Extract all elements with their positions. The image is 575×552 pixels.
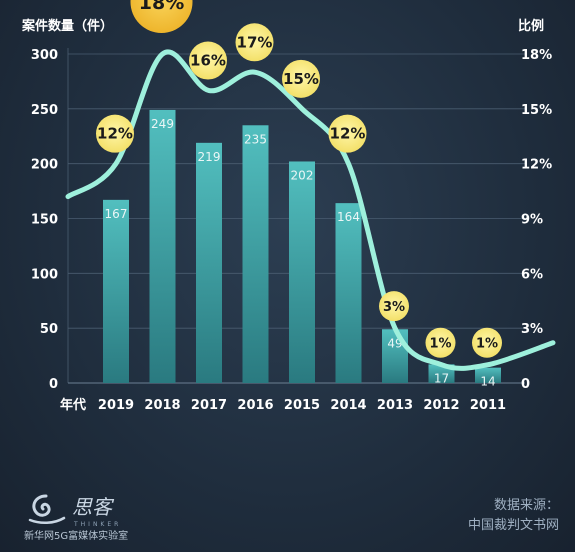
bar-value-label: 17 [434,371,449,385]
bar [150,110,176,383]
y-tick-right: 12% [521,158,552,173]
bar-value-label: 249 [151,117,174,131]
percent-label: 17% [237,33,273,51]
percent-label: 1% [429,337,451,352]
percent-label: 18% [139,0,184,14]
x-tick-label: 2012 [423,398,459,413]
percent-label: 3% [383,300,405,315]
source-label: 数据来源： [468,496,559,516]
swirl-logo-icon [24,490,68,530]
x-tick-label: 2017 [191,398,227,413]
y-tick-left: 50 [40,322,58,337]
percent-label: 1% [476,337,498,352]
bar [103,200,129,383]
percent-label: 12% [97,125,133,143]
data-source: 数据来源： 中国裁判文书网 [468,496,559,536]
source-name: 中国裁判文书网 [468,516,559,536]
bar-value-label: 202 [291,168,314,182]
y-tick-left: 300 [31,48,58,63]
y-tick-left: 250 [31,103,58,118]
bar [336,203,362,383]
x-tick-label: 2015 [284,398,320,413]
y-axis-right-title: 比例 [518,18,544,34]
bar-value-label: 164 [337,210,360,224]
y-tick-right: 3% [521,322,543,337]
y-tick-left: 0 [49,377,58,392]
x-tick-label: 2018 [144,398,180,413]
logo-subtitle: 新华网5G富媒体实验室 [24,527,128,542]
y-tick-left: 200 [31,158,58,173]
y-tick-right: 15% [521,103,552,118]
x-tick-label: 2011 [470,398,506,413]
logo-name: 思客 [72,491,112,520]
bar [196,143,222,383]
bar [243,125,269,383]
y-tick-left: 150 [31,213,58,228]
y-tick-right: 0 [521,377,530,392]
percent-label: 12% [330,125,366,143]
bar-value-label: 235 [244,132,267,146]
x-tick-label: 2016 [237,398,273,413]
x-tick-label: 2019 [98,398,134,413]
y-tick-right: 9% [521,213,543,228]
y-axis-left-title: 案件数量（件） [21,18,113,34]
bar [289,161,315,383]
y-tick-right: 6% [521,267,543,282]
x-axis-title: 年代 [60,397,86,413]
x-tick-label: 2013 [377,398,413,413]
bar-value-label: 167 [105,207,128,221]
y-tick-right: 18% [521,48,552,63]
percent-label: 16% [190,52,226,70]
x-tick-label: 2014 [330,398,366,413]
bar-value-label: 219 [198,150,221,164]
percent-label: 15% [283,70,319,88]
bar-value-label: 14 [480,375,495,389]
y-tick-left: 100 [31,267,58,282]
